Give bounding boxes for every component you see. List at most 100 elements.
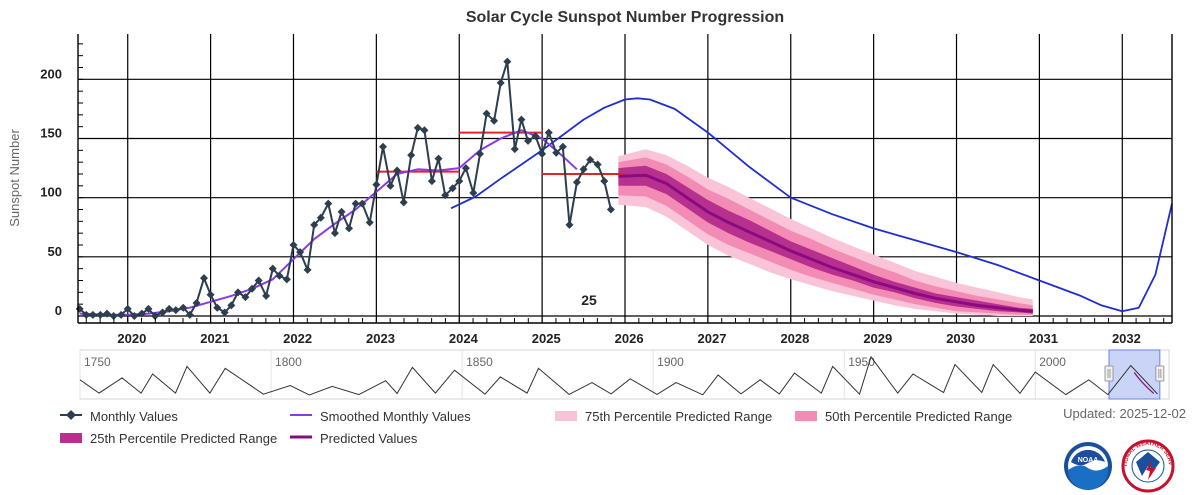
monthly-point bbox=[324, 199, 333, 208]
navigator-series bbox=[79, 355, 1158, 396]
p50-range-band bbox=[618, 157, 1033, 315]
monthly-point bbox=[144, 304, 153, 313]
monthly-point bbox=[517, 115, 526, 124]
monthly-point bbox=[448, 184, 457, 193]
monthly-point bbox=[496, 78, 505, 87]
legend-item-predicted[interactable]: Predicted Values bbox=[290, 428, 417, 448]
monthly-point bbox=[434, 154, 443, 163]
x-tick-label-2030: 2030 bbox=[946, 331, 975, 346]
monthly-point bbox=[510, 145, 519, 154]
navigator-year-label-1750: 1750 bbox=[84, 355, 111, 369]
monthly-point bbox=[586, 155, 595, 164]
y-tick-label-200: 200 bbox=[40, 66, 62, 81]
navigator-handles[interactable] bbox=[1104, 365, 1165, 382]
monthly-point bbox=[233, 288, 242, 297]
axis-ticks: 2020 2021 2022 2023 2024 2025 2026 2027 2028 2029… bbox=[40, 66, 1141, 346]
legend-swatch-smoothed bbox=[290, 409, 312, 424]
monthly-point bbox=[503, 57, 512, 66]
legend-item-monthly[interactable]: Monthly Values bbox=[60, 406, 178, 426]
monthly-point bbox=[565, 220, 574, 229]
monthly-point bbox=[262, 291, 271, 300]
monthly-point bbox=[399, 198, 408, 207]
legend-swatch-monthly bbox=[60, 409, 82, 424]
updated-date: Updated: 2025-12-02 bbox=[1063, 406, 1186, 421]
legend-item-p25[interactable]: 25th Percentile Predicted Range bbox=[60, 428, 277, 448]
legend-item-p75[interactable]: 75th Percentile Predicted Range bbox=[555, 406, 772, 426]
monthly-point bbox=[552, 148, 561, 157]
y-axis-title: Sunspot Number bbox=[7, 129, 22, 227]
handle-body bbox=[1155, 365, 1165, 382]
monthly-point bbox=[289, 241, 298, 249]
legend-item-smoothed[interactable]: Smoothed Monthly Values bbox=[290, 406, 471, 426]
x-tick-label-2025: 2025 bbox=[532, 331, 561, 346]
monthly-point bbox=[137, 309, 146, 318]
legend-item-p50[interactable]: 50th Percentile Predicted Range bbox=[795, 406, 1012, 426]
monthly-point bbox=[220, 308, 229, 317]
monthly-point bbox=[213, 303, 222, 312]
y-tick-label-100: 100 bbox=[40, 185, 62, 200]
monthly-point bbox=[103, 309, 112, 318]
monthly-point bbox=[206, 290, 215, 299]
x-tick-label-2023: 2023 bbox=[366, 331, 395, 346]
x-tick-label-2031: 2031 bbox=[1029, 331, 1058, 346]
plot-frame bbox=[77, 34, 1173, 324]
monthly-point bbox=[179, 303, 188, 312]
monthly-point bbox=[413, 123, 422, 132]
p75-range-band bbox=[618, 149, 1033, 316]
monthly-point bbox=[241, 293, 250, 302]
monthly-point bbox=[579, 165, 588, 174]
monthly-point bbox=[185, 310, 194, 319]
navigator-year-grid: 1750 1800 1850 1900 1950 2000 bbox=[79, 350, 1066, 399]
monthly-point bbox=[606, 205, 615, 214]
navigator-right-handle[interactable] bbox=[1155, 365, 1165, 382]
monthly-point bbox=[593, 160, 602, 169]
monthly-point bbox=[427, 177, 436, 186]
x-tick-label-2024: 2024 bbox=[449, 331, 479, 346]
monthly-point bbox=[109, 312, 118, 320]
monthly-point bbox=[88, 310, 97, 319]
y-tick-label-0: 0 bbox=[55, 303, 62, 318]
navigator-left-handle[interactable] bbox=[1104, 365, 1114, 382]
navigator-year-label-1850: 1850 bbox=[466, 355, 493, 369]
monthly-point bbox=[386, 181, 395, 190]
navigator-year-label-2000: 2000 bbox=[1039, 355, 1066, 369]
navigator-predicted-line bbox=[1133, 372, 1155, 394]
navigator-background bbox=[79, 349, 1170, 400]
monthly-point bbox=[600, 177, 609, 186]
legend-swatch-predicted bbox=[290, 431, 312, 446]
monthly-point bbox=[358, 199, 367, 208]
monthly-point bbox=[171, 306, 180, 315]
x-tick-label-2020: 2020 bbox=[117, 331, 146, 346]
monthly-point bbox=[158, 308, 167, 317]
monthly-point bbox=[475, 149, 484, 158]
monthly-point bbox=[282, 275, 291, 284]
noaa-logo: NOAA bbox=[1064, 442, 1112, 490]
x-tick-label-2026: 2026 bbox=[615, 331, 644, 346]
predicted-values-line bbox=[618, 173, 1033, 313]
monthly-point bbox=[310, 220, 319, 229]
monthly-point bbox=[455, 177, 464, 186]
legend-label-monthly: Monthly Values bbox=[90, 408, 178, 424]
monthly-point bbox=[544, 128, 553, 137]
monthly-point bbox=[151, 312, 160, 320]
monthly-point bbox=[441, 191, 450, 200]
monthly-point bbox=[130, 312, 139, 320]
legend-swatch-p50 bbox=[795, 411, 817, 421]
x-tick-label-2022: 2022 bbox=[283, 331, 312, 346]
legend-label-p50: 50th Percentile Predicted Range bbox=[825, 408, 1013, 424]
monthly-point bbox=[469, 188, 478, 197]
monthly-point bbox=[558, 142, 567, 151]
x-tick-label-2029: 2029 bbox=[863, 331, 892, 346]
monthly-point bbox=[192, 298, 201, 307]
chart-legend: Monthly Values Smoothed Monthly Values 75t… bbox=[60, 406, 1060, 450]
legend-label-smoothed: Smoothed Monthly Values bbox=[320, 408, 471, 424]
navigator-year-label-1900: 1900 bbox=[657, 355, 684, 369]
noaa-logo-text: NOAA bbox=[1078, 457, 1099, 464]
monthly-point bbox=[572, 178, 581, 187]
legend-label-predicted: Predicted Values bbox=[320, 430, 418, 446]
monthly-point bbox=[337, 207, 346, 216]
monthly-point bbox=[303, 265, 312, 274]
x-tick-label-2021: 2021 bbox=[200, 331, 229, 346]
range-navigator[interactable]: 1750 1800 1850 1900 1950 2000 bbox=[79, 349, 1170, 400]
